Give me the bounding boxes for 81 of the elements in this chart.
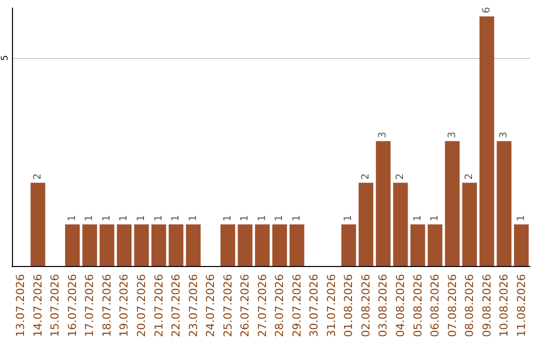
bar [30,182,46,266]
bar [151,224,166,266]
x-tick-label: 28.07.2026 [273,274,286,338]
x-tick-label: 04.08.2026 [394,274,407,338]
x-tick-label: 21.07.2026 [152,274,166,338]
x-tick-label: 22.07.2026 [170,274,183,338]
x-tick-label: 07.08.2026 [446,274,459,338]
data-label: 1 [188,215,199,222]
data-label: 3 [498,132,510,138]
data-label: 1 [136,215,147,222]
y-tick-label: 5 [0,55,10,61]
data-label: 1 [66,215,78,222]
bar [428,224,442,266]
data-label: 1 [291,215,302,222]
x-tick-label: 20.07.2026 [135,274,148,338]
data-label: 1 [101,215,112,222]
bar [410,224,426,266]
data-label: 1 [240,215,251,222]
bar [393,182,408,266]
x-tick-label: 19.07.2026 [118,274,131,338]
x-tick-label: 13.07.2026 [14,274,28,338]
data-label: 1 [274,215,286,222]
x-tick-label: 29.07.2026 [290,274,304,338]
data-label: 1 [412,215,424,222]
bar [479,16,494,266]
bar [186,224,201,266]
x-tick-label: 02.08.2026 [359,274,372,338]
x-tick-label: 23.07.2026 [186,274,200,338]
x-tick-label: 31.07.2026 [324,274,338,338]
x-tick-label: 15.07.2026 [48,274,62,338]
x-tick-label: 05.08.2026 [411,274,424,338]
x-tick-label: 18.07.2026 [100,274,114,338]
data-label: 2 [360,173,372,180]
data-label: 1 [222,215,234,222]
x-tick-label: 11.08.2026 [514,274,528,338]
data-label: 1 [343,215,354,222]
bar [100,224,114,266]
bar [290,224,304,266]
x-tick-label: 01.08.2026 [342,274,356,338]
x-tick-label: 06.08.2026 [428,274,442,338]
bar [255,224,270,266]
data-label: 1 [170,215,182,222]
bar [272,224,287,266]
bar [168,224,184,266]
x-tick-label: 30.07.2026 [308,274,321,338]
x-tick-label: 09.08.2026 [480,274,494,338]
bar [238,224,252,266]
data-label: 2 [464,173,476,180]
bar [496,141,512,266]
data-label: 1 [118,215,130,222]
bar [341,224,356,266]
bar [462,182,477,266]
data-label: 3 [446,132,458,138]
bar [220,224,236,266]
data-label: 3 [378,132,389,138]
x-tick-label: 17.07.2026 [83,274,96,338]
bar [444,141,460,266]
bar [376,141,391,266]
x-tick-label: 24.07.2026 [204,274,218,338]
x-tick-label: 25.07.2026 [221,274,234,338]
x-tick-label: 10.08.2026 [498,274,511,338]
x-tick-label: 27.07.2026 [256,274,269,338]
x-tick-label: 08.08.2026 [463,274,476,338]
x-tick-label: 14.07.2026 [31,274,44,338]
bar [358,182,374,266]
data-label: 2 [32,173,44,180]
data-label: 1 [516,215,527,222]
bar [82,224,98,266]
bar [116,224,132,266]
bar [65,224,80,266]
data-label: 6 [481,6,492,14]
data-label: 1 [153,215,164,222]
data-label: 1 [84,215,96,222]
data-label: 1 [256,215,268,222]
data-label: 1 [430,215,441,222]
x-tick-label: 16.07.2026 [66,274,79,338]
bar [134,224,149,266]
x-tick-label: 26.07.2026 [238,274,252,338]
data-label: 2 [395,173,406,180]
bar [514,224,529,266]
x-tick-label: 03.08.2026 [376,274,390,338]
